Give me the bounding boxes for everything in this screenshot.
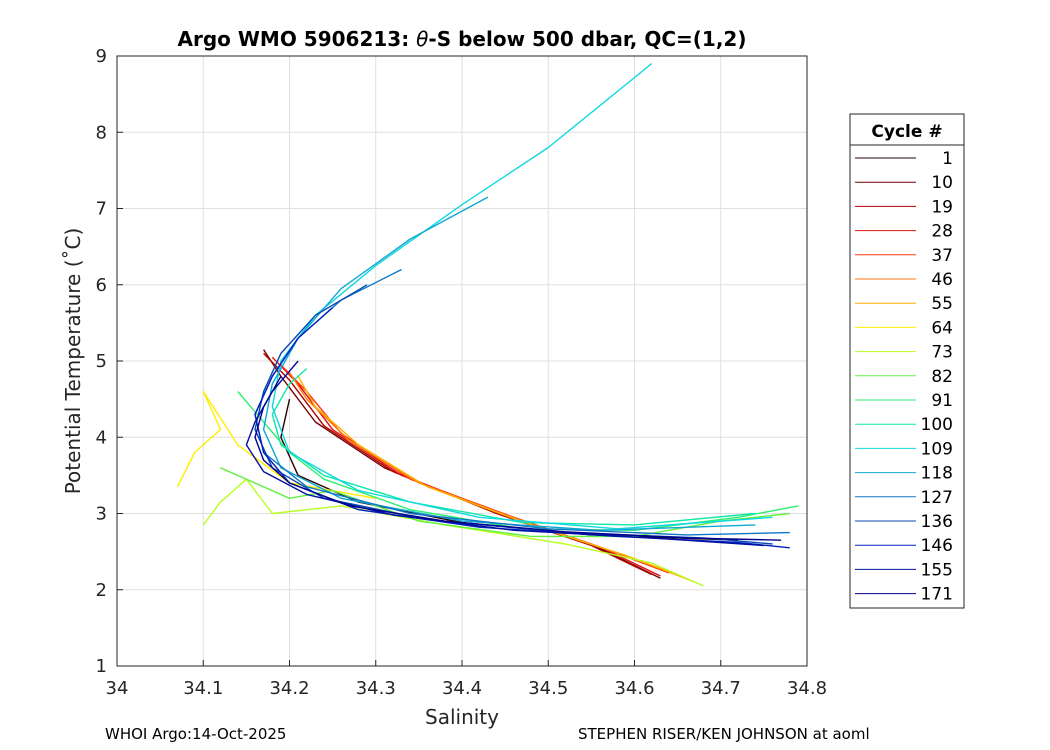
series-layer: [176, 63, 799, 587]
legend-label-171: 171: [921, 585, 953, 605]
y-axis: 1 2 3 4 5 6 7 8 9: [96, 46, 123, 677]
legend-label-73: 73: [931, 343, 953, 363]
x-tick-label: 34.3: [356, 678, 396, 699]
legend-box: [849, 113, 965, 609]
series-line-cycle-55: [297, 375, 696, 583]
series-line-cycle-19: [263, 352, 653, 576]
chart-title-suffix: -S below 500 dbar, QC=(1,2): [428, 27, 746, 51]
y-tick-label: 5: [96, 351, 107, 372]
legend-label-136: 136: [921, 512, 953, 532]
x-tick-label: 34: [106, 678, 129, 699]
x-tick-label: 34.1: [183, 678, 223, 699]
series-line-cycle-82: [220, 467, 790, 538]
legend-label-55: 55: [931, 294, 953, 314]
chart-title-theta: θ: [416, 27, 428, 51]
x-axis: 34 34.1 34.2 34.3 34.4 34.5 34.6 34.7 34.8: [106, 660, 827, 699]
legend-label-10: 10: [931, 173, 953, 193]
y-tick-label: 3: [96, 504, 107, 525]
legend-label-155: 155: [921, 560, 953, 580]
series-line-cycle-73: [202, 478, 704, 587]
legend-label-100: 100: [921, 415, 953, 435]
legend-label-1: 1: [942, 149, 953, 169]
x-axis-label: Salinity: [425, 705, 499, 729]
x-tick-label: 34.6: [614, 678, 654, 699]
y-tick-label: 7: [96, 199, 107, 220]
legend-label-118: 118: [921, 464, 953, 484]
y-tick-label: 2: [96, 580, 107, 601]
chart-title-prefix: Argo WMO 5906213:: [178, 27, 417, 51]
x-tick-label: 34.5: [528, 678, 568, 699]
x-tick-label: 34.4: [442, 678, 482, 699]
series-line-cycle-100: [271, 368, 756, 526]
legend-label-46: 46: [931, 270, 953, 290]
legend-label-37: 37: [931, 246, 953, 266]
x-tick-label: 34.8: [787, 678, 827, 699]
footer-right: STEPHEN RISER/KEN JOHNSON at aoml: [578, 725, 870, 743]
legend-label-82: 82: [931, 367, 953, 387]
chart-title: Argo WMO 5906213: θ-S below 500 dbar, QC…: [178, 27, 747, 51]
y-tick-label: 9: [96, 46, 107, 67]
legend-title: Cycle #: [871, 122, 942, 142]
legend-label-28: 28: [931, 222, 953, 242]
series-line-cycle-171: [254, 375, 782, 541]
y-tick-label: 8: [96, 122, 107, 143]
legend-label-109: 109: [921, 439, 953, 459]
x-tick-label: 34.7: [701, 678, 741, 699]
y-tick-label: 4: [96, 427, 107, 448]
y-axis-label: Potential Temperature (˚C): [61, 228, 85, 495]
grid: [117, 56, 807, 666]
legend: Cycle # 1 10 19 28 37 46 55 64 73 82 91 100 109 118 12…: [849, 113, 965, 609]
x-tick-label: 34.2: [269, 678, 309, 699]
y-tick-label: 1: [96, 656, 107, 677]
footer-left: WHOI Argo:14-Oct-2025: [105, 725, 287, 743]
legend-label-127: 127: [921, 488, 953, 508]
legend-label-64: 64: [931, 318, 953, 338]
legend-label-146: 146: [921, 536, 953, 556]
legend-entries: 1 10 19 28 37 46 55 64 73 82 91 100 109 118 127 136 146 1…: [855, 149, 953, 605]
series-line-cycle-91: [237, 391, 799, 531]
y-tick-label: 6: [96, 275, 107, 296]
legend-label-91: 91: [931, 391, 953, 411]
legend-label-19: 19: [931, 197, 953, 217]
